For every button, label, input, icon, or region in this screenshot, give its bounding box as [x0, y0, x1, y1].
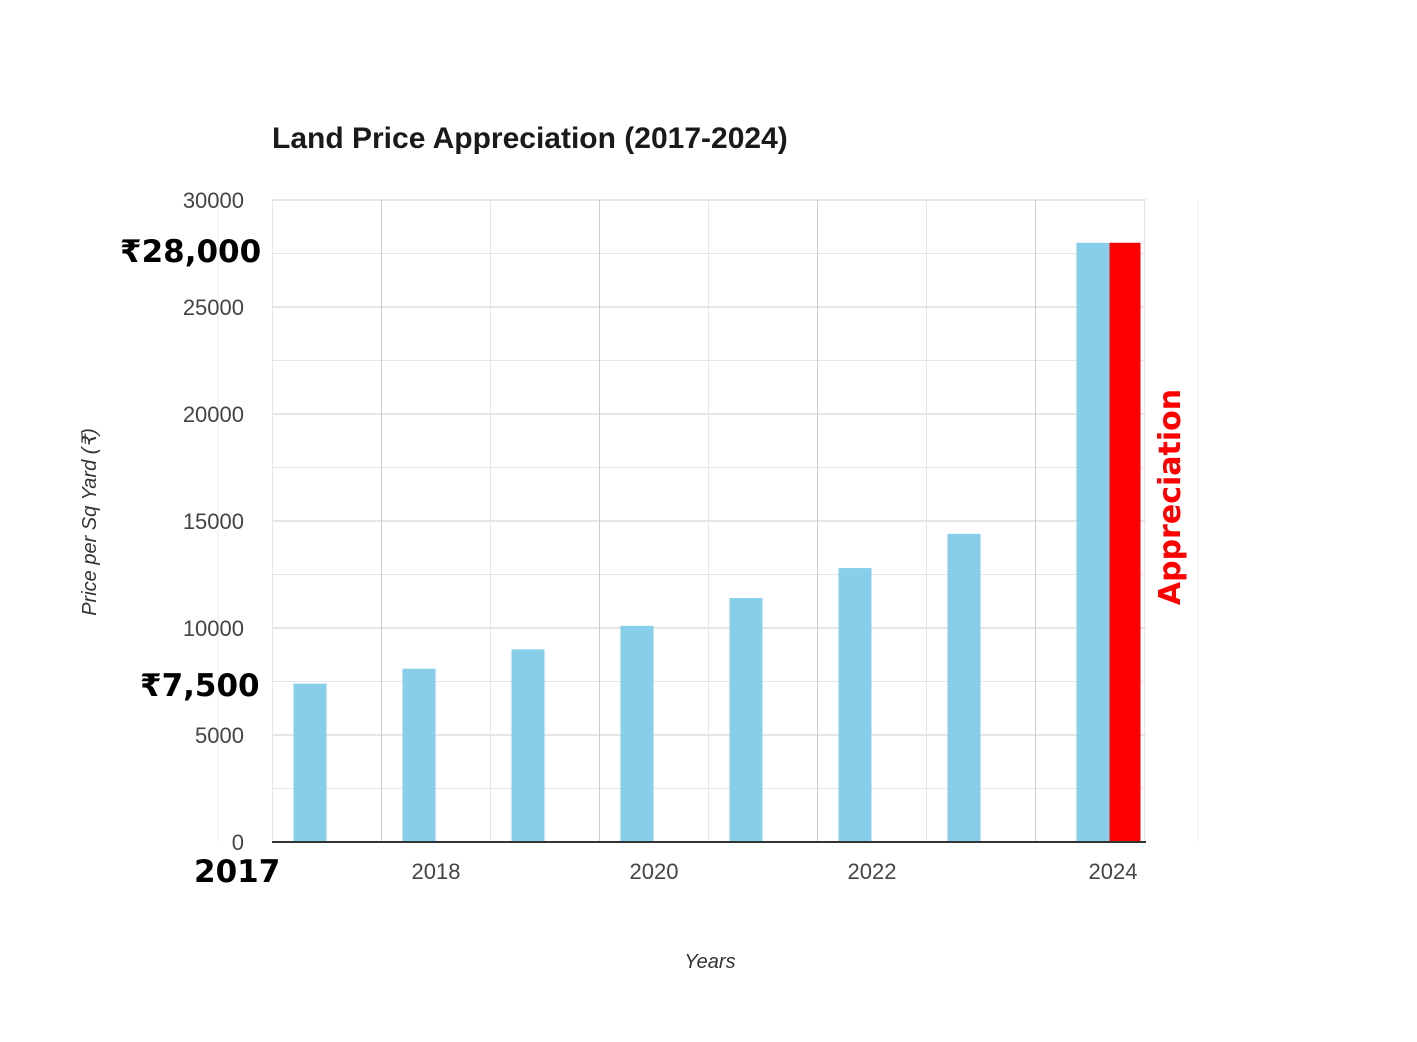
bar-2023	[947, 533, 981, 842]
y-tick-label: 10000	[183, 616, 244, 641]
y-tick-label: 15000	[183, 509, 244, 534]
y-tick-label: 30000	[183, 188, 244, 213]
x-tick-label: 2018	[412, 859, 461, 884]
x-tick-label: 2022	[848, 859, 897, 884]
bar-2018	[402, 668, 436, 842]
y-tick-label: 25000	[183, 295, 244, 320]
bar-2022	[838, 568, 872, 842]
bar-2019	[511, 649, 545, 842]
bar-2021	[729, 598, 763, 842]
annotation-start-value: ₹7,500	[140, 668, 260, 704]
bars	[293, 242, 1141, 843]
gridlines	[272, 199, 1146, 843]
chart-title: Land Price Appreciation (2017-2024)	[272, 122, 788, 155]
x-tick-label: 2020	[630, 859, 679, 884]
y-tick-label: 0	[232, 830, 244, 855]
y-tick-label: 5000	[195, 723, 244, 748]
bar-2020	[620, 625, 654, 842]
x-tick-labels: 2018 2020 2022 2024	[412, 859, 1138, 884]
x-axis-title: Years	[684, 951, 735, 973]
y-tick-labels: 0 5000 10000 15000 20000 25000 30000	[183, 188, 244, 855]
annotation-appreciation: Appreciation	[1153, 389, 1188, 605]
bar-2017	[293, 683, 327, 842]
annotation-start-year: 2017	[194, 854, 280, 890]
bar-appreciation	[1109, 242, 1141, 843]
y-axis-title: Price per Sq Yard (₹)	[79, 428, 101, 616]
x-tick-label: 2024	[1089, 859, 1138, 884]
bar-2024	[1076, 242, 1110, 843]
y-tick-label: 20000	[183, 402, 244, 427]
annotation-top-value: ₹28,000	[120, 234, 261, 270]
